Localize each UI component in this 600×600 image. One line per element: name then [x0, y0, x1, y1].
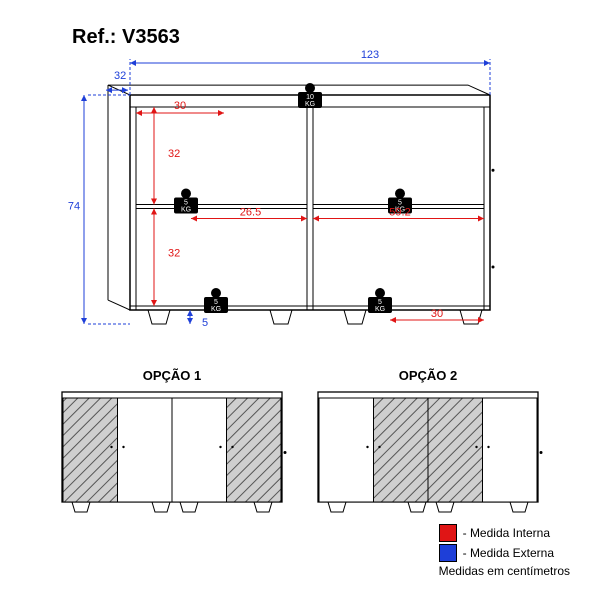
svg-text:5: 5 [184, 200, 188, 207]
page-title: Ref.: V3563 [72, 26, 180, 49]
svg-text:32: 32 [168, 247, 180, 259]
swatch-red [439, 524, 457, 542]
legend-interna: - Medida Interna [463, 526, 550, 540]
legend-units: Medidas em centímetros [439, 564, 570, 578]
svg-text:26.5: 26.5 [240, 207, 261, 219]
ref-code: V3563 [122, 26, 180, 48]
svg-text:32: 32 [114, 70, 126, 82]
svg-text:5: 5 [378, 299, 382, 306]
svg-text:OPÇÃO 2: OPÇÃO 2 [399, 368, 458, 383]
svg-text:KG: KG [375, 306, 385, 313]
svg-text:5: 5 [214, 299, 218, 306]
svg-text:123: 123 [361, 49, 379, 61]
svg-text:KG: KG [181, 207, 191, 214]
ref-label: Ref.: [72, 26, 116, 48]
svg-text:KG: KG [305, 101, 315, 108]
legend: - Medida Interna - Medida Externa Medida… [439, 522, 570, 578]
svg-text:59.2: 59.2 [389, 207, 410, 219]
swatch-blue [439, 544, 457, 562]
svg-text:30: 30 [174, 100, 186, 112]
svg-text:5: 5 [202, 317, 208, 329]
svg-text:OPÇÃO 1: OPÇÃO 1 [143, 368, 202, 383]
svg-text:74: 74 [68, 201, 80, 213]
svg-text:10: 10 [306, 94, 314, 101]
diagram-canvas: 10KG5KG5KG5KG5KG123323074323226.559.2305… [0, 0, 600, 600]
svg-text:KG: KG [211, 306, 221, 313]
svg-text:32: 32 [168, 148, 180, 160]
svg-text:5: 5 [398, 200, 402, 207]
legend-externa: - Medida Externa [463, 546, 554, 560]
svg-text:30: 30 [431, 308, 443, 320]
